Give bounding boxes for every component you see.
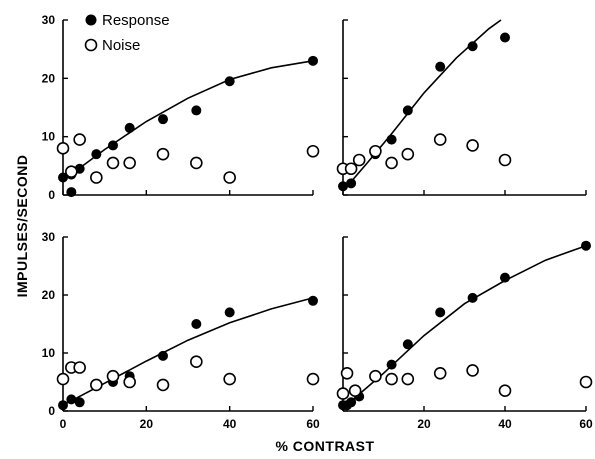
- noise-point: [156, 147, 170, 161]
- y-tick-label: 30: [42, 13, 56, 27]
- panel-top-right: [336, 19, 587, 196]
- response-point: [74, 397, 85, 408]
- noise-point: [369, 369, 382, 383]
- noise-point: [106, 156, 120, 170]
- noise-point: [466, 139, 479, 152]
- response-point: [66, 187, 77, 198]
- response-fit-line: [346, 19, 502, 187]
- response-point: [346, 397, 357, 408]
- noise-point: [336, 387, 350, 400]
- y-tick-label: 0: [48, 188, 55, 202]
- legend-noise-label: Noise: [102, 37, 140, 54]
- response-point: [308, 55, 318, 66]
- noise-point: [73, 133, 86, 146]
- legend: Response Noise: [84, 12, 170, 54]
- legend-noise-marker: [84, 38, 98, 52]
- response-point: [191, 319, 202, 329]
- noise-point: [579, 375, 593, 389]
- noise-point: [498, 384, 512, 398]
- y-tick-label: 10: [42, 346, 56, 360]
- x-tick-label: 0: [60, 417, 67, 431]
- noise-point: [352, 153, 366, 167]
- noise-point: [223, 372, 236, 386]
- y-axis-title: IMPULSES/SECOND: [14, 155, 30, 298]
- response-fit-line: [62, 297, 314, 406]
- x-tick-label: 60: [306, 417, 320, 431]
- response-point: [500, 272, 510, 283]
- noise-point: [56, 372, 70, 386]
- noise-point: [123, 156, 136, 170]
- y-tick-label: 20: [42, 288, 56, 302]
- noise-point: [466, 364, 479, 377]
- response-point: [191, 105, 202, 116]
- response-point: [402, 339, 413, 350]
- x-tick-label: 60: [579, 417, 593, 431]
- response-point: [66, 394, 77, 405]
- response-point: [435, 61, 446, 72]
- panels-group: 0 10 20 30 0 10 20 30 0 20 40 60 20 40 60: [42, 13, 593, 431]
- noise-point: [90, 171, 103, 184]
- noise-point: [348, 384, 362, 398]
- noise-point: [344, 162, 358, 176]
- response-point: [108, 140, 118, 151]
- panel-bottom-left: 0 10 20 30 0 20 40 60: [42, 230, 320, 431]
- x-tick-label: 20: [140, 417, 154, 431]
- response-point: [224, 76, 235, 87]
- noise-point: [401, 147, 415, 161]
- y-tick-label: 10: [42, 130, 56, 144]
- response-point: [124, 122, 135, 133]
- response-point: [467, 41, 478, 52]
- response-point: [346, 178, 357, 189]
- legend-response-label: Response: [102, 12, 170, 29]
- response-point: [158, 114, 168, 125]
- noise-point: [106, 369, 120, 383]
- response-point: [158, 350, 168, 361]
- noise-point: [433, 133, 447, 146]
- response-point: [581, 240, 591, 251]
- legend-response-marker: [85, 14, 97, 26]
- noise-point: [190, 355, 203, 369]
- response-point: [435, 307, 446, 318]
- x-tick-label: 20: [417, 417, 431, 431]
- y-tick-label: 30: [42, 230, 56, 244]
- noise-point: [385, 372, 398, 386]
- noise-point: [90, 378, 103, 392]
- noise-point: [190, 156, 203, 170]
- noise-point: [433, 366, 447, 380]
- response-point: [386, 359, 397, 370]
- response-fit-line: [342, 244, 587, 409]
- panel-top-left: 0 10 20 30: [42, 13, 320, 202]
- noise-point: [56, 142, 70, 155]
- x-tick-label: 40: [498, 417, 512, 431]
- response-point: [338, 181, 348, 192]
- noise-point: [385, 156, 398, 170]
- response-point: [386, 134, 397, 145]
- response-point: [58, 172, 68, 183]
- x-tick-label: 40: [223, 417, 237, 431]
- panel-bottom-right: 20 40 60: [336, 236, 593, 431]
- noise-point: [73, 361, 86, 374]
- noise-point: [369, 144, 382, 158]
- noise-point: [340, 366, 354, 380]
- noise-point: [306, 144, 320, 158]
- response-point: [308, 295, 318, 306]
- noise-point: [306, 372, 320, 386]
- noise-point: [498, 153, 512, 167]
- response-fit-line: [62, 60, 314, 182]
- response-point: [58, 400, 68, 411]
- response-point: [224, 307, 235, 318]
- response-point: [500, 32, 510, 43]
- y-tick-label: 0: [48, 404, 55, 418]
- x-axis-title: % CONTRAST: [275, 438, 374, 454]
- y-tick-label: 20: [42, 71, 56, 85]
- noise-point: [156, 378, 170, 392]
- noise-point: [123, 375, 136, 389]
- noise-point: [223, 171, 236, 184]
- noise-point: [401, 372, 415, 386]
- response-point: [402, 105, 413, 116]
- response-point: [467, 292, 478, 303]
- noise-point: [65, 165, 78, 178]
- response-point: [91, 149, 102, 160]
